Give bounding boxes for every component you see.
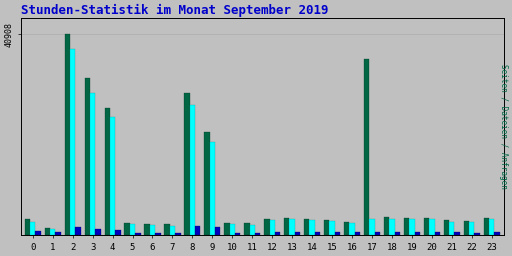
Bar [184,93,190,235]
Bar [244,223,249,235]
Bar [65,35,70,235]
Bar [55,232,61,235]
Bar [269,220,275,235]
Bar [355,232,360,235]
Bar [389,219,395,235]
Bar [315,232,320,235]
Bar [255,233,260,235]
Bar [284,218,289,235]
Text: Stunden-Statistik im Monat September 2019: Stunden-Statistik im Monat September 201… [21,4,328,17]
Bar [364,59,369,235]
Bar [84,78,90,235]
Bar [135,233,141,235]
Bar [150,225,155,235]
Bar [30,222,35,235]
Bar [70,49,75,235]
Bar [395,232,400,235]
Bar [215,227,221,235]
Bar [155,233,161,235]
Bar [190,105,195,235]
Bar [304,219,309,235]
Bar [344,222,349,235]
Bar [415,232,420,235]
Bar [349,223,355,235]
Bar [495,232,500,235]
Bar [115,230,121,235]
Bar [435,232,440,235]
Bar [369,219,375,235]
Bar [324,220,329,235]
Bar [45,228,50,235]
Bar [204,132,209,235]
Bar [130,225,135,235]
Bar [209,142,215,235]
Bar [295,232,300,235]
Bar [95,229,101,235]
Bar [455,232,460,235]
Bar [449,222,455,235]
Bar [384,217,389,235]
Bar [409,219,415,235]
Bar [375,232,380,235]
Bar [329,221,335,235]
Bar [475,232,480,235]
Bar [35,231,41,235]
Bar [235,233,241,235]
Bar [104,108,110,235]
Bar [90,93,95,235]
Bar [489,219,495,235]
Bar [175,233,181,235]
Bar [124,223,130,235]
Bar [75,227,81,235]
Bar [170,226,175,235]
Bar [424,218,429,235]
Bar [249,225,255,235]
Bar [469,222,475,235]
Bar [404,218,409,235]
Bar [224,223,229,235]
Bar [50,229,55,235]
Bar [464,221,469,235]
Bar [195,226,201,235]
Bar [25,219,30,235]
Bar [264,219,269,235]
Bar [275,232,280,235]
Bar [164,225,170,235]
Bar [444,220,449,235]
Bar [309,220,315,235]
Bar [335,232,340,235]
Bar [229,225,235,235]
Bar [484,218,489,235]
Bar [429,219,435,235]
Bar [289,219,295,235]
Bar [110,118,115,235]
Bar [144,224,150,235]
Y-axis label: Seiten / Dateien / Anfragen: Seiten / Dateien / Anfragen [499,64,508,189]
